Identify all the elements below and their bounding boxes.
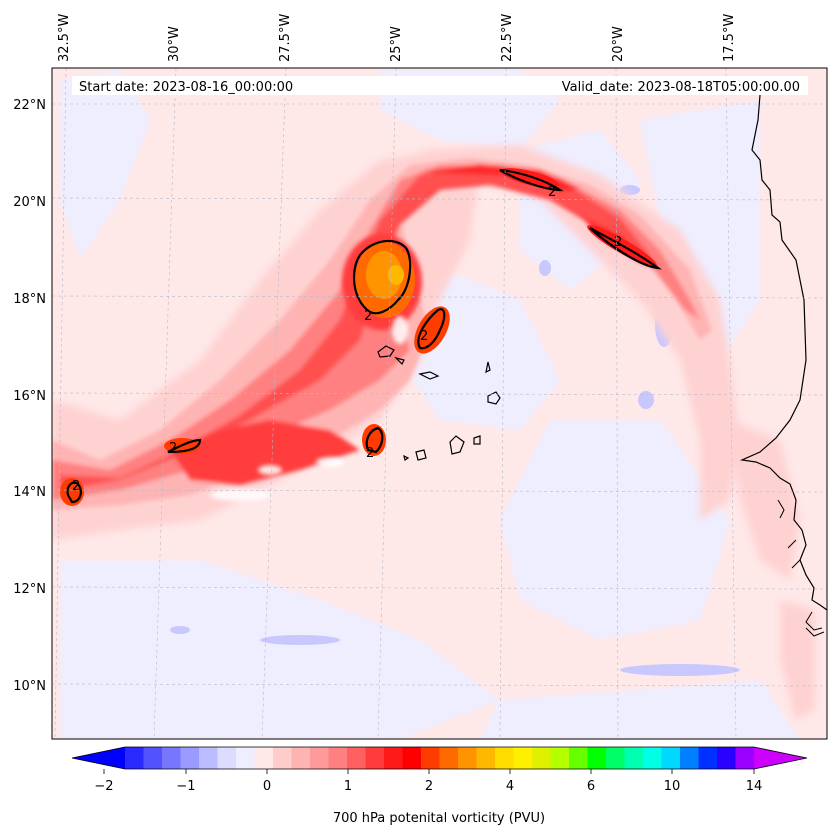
map-frame [51,67,828,740]
colorbar-swatch [328,747,348,769]
contour-labels: 2 2 2 2 2 2 2 [72,185,622,494]
colorbar-tick-label: 2 [425,779,433,794]
lon-label: 27.5°W [278,14,293,62]
colorbar-swatch [532,747,552,769]
colorbar-swatch [643,747,663,769]
colorbar-tick-label: 1 [344,779,352,794]
colorbar-swatch [236,747,256,769]
white-gaps [210,316,408,501]
colorbar-tick-label: 6 [587,779,595,794]
colorbar-swatch [569,747,589,769]
contour-label: 2 [420,329,428,344]
pv-contours [66,168,663,504]
colorbar-title: 700 hPa potenital vorticity (PVU) [333,811,545,826]
lon-label: 22.5°W [500,14,515,62]
lat-label: 10°N [13,679,46,694]
colorbar-tick-label: 4 [506,779,514,794]
colorbar-swatch [735,747,755,769]
lon-label: 20°W [611,26,626,62]
lon-label: 30°W [167,26,182,62]
colorbar-swatch [495,747,515,769]
lon-label: 17.5°W [722,14,737,62]
colorbar-swatch [217,747,237,769]
colorbar-swatch [310,747,330,769]
colorbar-swatch [125,747,145,769]
colorbar-swatch [476,747,496,769]
islands [377,345,501,461]
coast-fragments [777,499,825,637]
colorbar-swatch [661,747,681,769]
colorbar-swatch [439,747,459,769]
colorbar-swatch [199,747,219,769]
colorbar-tick-label: 10 [664,779,681,794]
contour-label: 2 [169,441,177,456]
colorbar-swatch [347,747,367,769]
contour-label: 2 [548,185,556,200]
colorbar-swatch [550,747,570,769]
lat-label: 22°N [13,98,46,113]
gridlines [52,68,827,739]
colorbar-swatch [402,747,422,769]
colorbar-swatch [587,747,607,769]
colorbar-swatch [624,747,644,769]
contour-label: 2 [72,479,80,494]
contour-label: 2 [614,235,622,250]
colorbar-swatch [458,747,478,769]
contour-label: 2 [366,446,374,461]
colorbar-swatch [180,747,200,769]
colorbar-max-arrow [754,747,807,769]
colorbar-swatch [513,747,533,769]
colorbar-swatch [143,747,163,769]
colorbar-tick-label: −1 [176,779,195,794]
colorbar-swatch [606,747,626,769]
lat-label: 18°N [13,292,46,307]
colorbar-swatch [273,747,293,769]
colorbar-swatch [384,747,404,769]
colorbar-swatch [421,747,441,769]
colorbar-swatch [717,747,737,769]
colorbar-swatch [365,747,385,769]
valid-date-label: Valid_date: 2023-08-18T05:00:00.00 [562,80,800,95]
longitude-labels: 32.5°W 30°W 27.5°W 25°W 22.5°W 20°W 17.5… [57,14,737,62]
lon-label: 32.5°W [57,14,72,62]
colorbar-tick-label: 0 [263,779,271,794]
start-date-label: Start date: 2023-08-16_00:00:00 [79,80,293,95]
lon-label: 25°W [389,26,404,62]
contour-label: 2 [364,309,372,324]
colorbar-ticks: −2 −1 0 1 2 4 6 10 14 [94,769,762,794]
colorbar-swatches [125,747,755,769]
colorbar-outline [71,746,808,770]
colorbar-swatch [291,747,311,769]
colorbar-swatch [698,747,718,769]
colorbar: −2 −1 0 1 2 4 6 10 14 700 hPa potenital vorticit… [71,746,808,826]
lat-label: 16°N [13,389,46,404]
colorbar-swatch [162,747,182,769]
colorbar-tick-label: −2 [94,779,113,794]
info-bar [72,76,808,95]
colorbar-min-arrow [72,747,125,769]
colorbar-swatch [254,747,274,769]
lat-label: 12°N [13,582,46,597]
lat-label: 14°N [13,485,46,500]
latitude-labels: 22°N 20°N 18°N 16°N 14°N 12°N 10°N [13,98,46,694]
colorbar-tick-label: 14 [746,779,763,794]
colorbar-swatch [680,747,700,769]
lat-label: 20°N [13,195,46,210]
map-panel: 2 2 2 2 2 2 2 [52,68,827,739]
